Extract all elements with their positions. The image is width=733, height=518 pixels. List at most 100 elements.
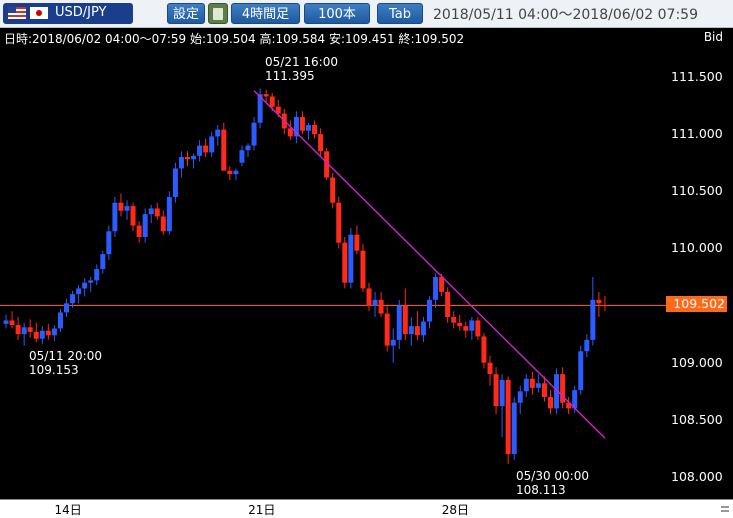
candle[interactable] [221, 122, 227, 171]
candle[interactable] [245, 143, 251, 157]
candle[interactable] [227, 166, 233, 180]
candle[interactable] [408, 317, 414, 346]
candle[interactable] [100, 250, 106, 274]
candle[interactable] [457, 314, 463, 331]
candle[interactable] [185, 151, 190, 167]
candle[interactable] [82, 278, 88, 297]
candle[interactable] [511, 397, 517, 460]
candle[interactable] [318, 128, 324, 157]
candle[interactable] [88, 277, 94, 292]
candle[interactable] [372, 291, 378, 317]
candle[interactable] [215, 125, 221, 146]
calculator-button[interactable] [208, 3, 228, 24]
candle[interactable] [541, 376, 547, 402]
candle[interactable] [160, 210, 166, 235]
candle[interactable] [602, 295, 608, 312]
candle[interactable] [324, 147, 330, 180]
candle[interactable] [433, 273, 439, 308]
interval-button[interactable]: 4時間足 [231, 3, 300, 24]
candle[interactable] [233, 168, 239, 180]
candle[interactable] [427, 296, 432, 329]
candle[interactable] [172, 162, 178, 203]
candle[interactable] [330, 173, 336, 209]
symbol-selector[interactable]: USD/JPY [3, 3, 133, 24]
candle[interactable] [251, 117, 257, 151]
candle[interactable] [451, 311, 457, 329]
candle[interactable] [33, 322, 39, 343]
trendline[interactable] [253, 90, 606, 439]
candle[interactable] [299, 111, 305, 135]
candle[interactable] [306, 122, 311, 140]
candle[interactable] [505, 376, 511, 465]
candle[interactable] [209, 131, 215, 157]
candle[interactable] [590, 277, 596, 346]
candle[interactable] [560, 367, 566, 409]
resize-handle-icon[interactable] [721, 506, 729, 512]
candle[interactable] [130, 202, 136, 232]
candle[interactable] [39, 326, 45, 345]
candle[interactable] [203, 138, 209, 157]
candle[interactable] [136, 221, 142, 243]
candle[interactable] [384, 305, 390, 352]
candle[interactable] [57, 309, 63, 332]
candle[interactable] [354, 225, 360, 255]
candle[interactable] [481, 333, 487, 369]
candle[interactable] [142, 208, 148, 243]
candle[interactable] [312, 120, 318, 139]
candle[interactable] [112, 197, 118, 237]
candle[interactable] [535, 374, 541, 393]
candle[interactable] [27, 319, 33, 338]
candle[interactable] [342, 237, 348, 289]
candle[interactable] [76, 285, 82, 304]
candle[interactable] [94, 264, 100, 285]
candle[interactable] [517, 385, 523, 415]
candle[interactable] [45, 323, 51, 340]
candle[interactable] [578, 345, 584, 395]
candlestick-chart[interactable] [0, 46, 733, 499]
candle[interactable] [263, 89, 269, 103]
candle[interactable] [523, 374, 529, 397]
candle[interactable] [499, 374, 505, 437]
candle[interactable] [360, 243, 366, 292]
candle[interactable] [548, 390, 553, 415]
tab-button[interactable]: Tab [377, 3, 423, 24]
candle[interactable] [348, 227, 354, 289]
candle[interactable] [239, 145, 245, 167]
candle[interactable] [396, 299, 402, 349]
candle[interactable] [493, 367, 499, 415]
candle[interactable] [70, 290, 76, 308]
candle[interactable] [21, 322, 27, 346]
candle[interactable] [3, 314, 9, 329]
candle[interactable] [469, 317, 475, 340]
candle[interactable] [124, 200, 130, 220]
candle[interactable] [420, 317, 426, 343]
candle[interactable] [191, 153, 197, 169]
candle[interactable] [487, 355, 493, 386]
settings-button[interactable]: 設定 [167, 3, 205, 24]
candle[interactable] [64, 298, 69, 317]
bar-count-button[interactable]: 100本 [304, 3, 370, 24]
candle[interactable] [287, 120, 293, 140]
candle[interactable] [15, 317, 21, 340]
candle[interactable] [166, 191, 172, 235]
candle[interactable] [178, 151, 184, 178]
candle[interactable] [445, 287, 451, 323]
candle[interactable] [463, 321, 469, 338]
candle[interactable] [566, 397, 572, 415]
candle[interactable] [596, 291, 602, 317]
candle[interactable] [475, 317, 481, 340]
candle[interactable] [154, 202, 160, 220]
candle[interactable] [106, 225, 112, 260]
candle[interactable] [257, 88, 263, 129]
candle[interactable] [414, 311, 420, 340]
candle[interactable] [197, 139, 203, 162]
candle[interactable] [51, 325, 57, 341]
candle[interactable] [554, 368, 560, 415]
candle[interactable] [378, 291, 384, 317]
candle[interactable] [366, 282, 372, 312]
candle[interactable] [9, 311, 15, 329]
candle[interactable] [402, 288, 408, 340]
candle[interactable] [529, 371, 535, 395]
candle[interactable] [584, 334, 590, 357]
candle[interactable] [336, 197, 342, 249]
